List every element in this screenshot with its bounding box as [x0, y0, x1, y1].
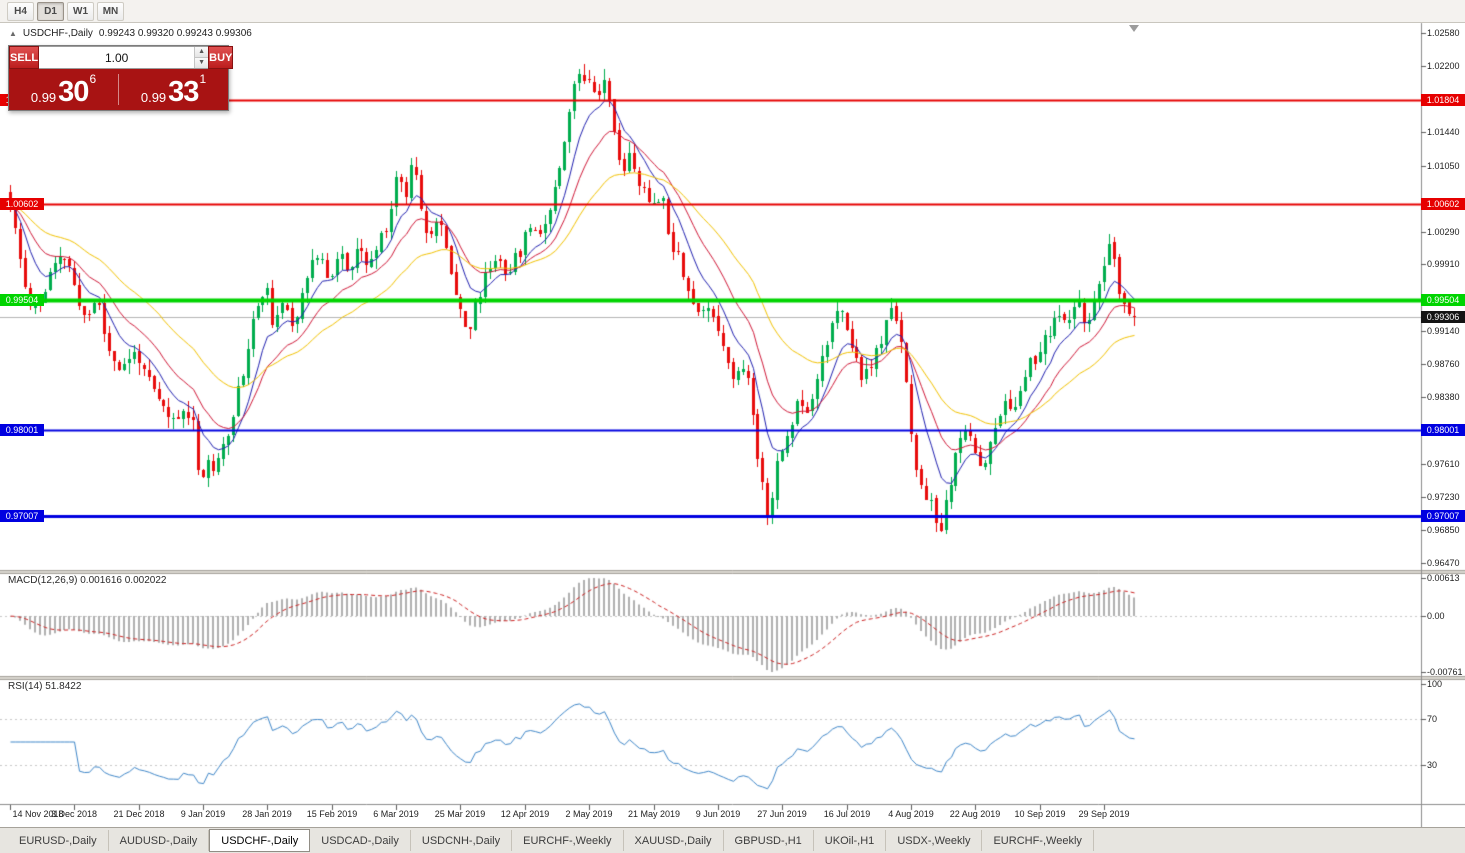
date-axis-label: 29 Sep 2019: [1078, 809, 1130, 819]
level-price-badge-left: 0.99504: [0, 293, 44, 306]
chart-tab-6[interactable]: XAUUSD-,Daily: [624, 830, 724, 851]
price-axis-label: 0.96470: [1427, 557, 1460, 568]
chart-tab-0[interactable]: EURUSD-,Daily: [8, 830, 109, 851]
chart-tab-3[interactable]: USDCAD-,Daily: [310, 830, 411, 851]
date-axis-label: 25 Mar 2019: [434, 809, 486, 819]
volume-spinner: ▲ ▼: [194, 47, 209, 68]
chart-tab-9[interactable]: USDX-,Weekly: [886, 830, 983, 851]
level-price-badge-left: 1.00602: [0, 198, 44, 211]
date-axis-label: 6 Mar 2019: [373, 809, 419, 819]
sell-button[interactable]: SELL: [9, 46, 40, 69]
sell-price-point: 6: [89, 72, 97, 86]
rsi-indicator-label: RSI(14) 51.8422: [8, 681, 81, 692]
rsi-scale-label: 30: [1427, 760, 1438, 771]
trade-panel-prices: 0.99 30 6 0.99 33 1: [9, 69, 228, 110]
rsi-scale-label: 70: [1427, 713, 1438, 724]
date-axis-label: 10 Sep 2019: [1014, 809, 1066, 819]
buy-price[interactable]: 0.99 33 1: [119, 69, 228, 110]
level-price-badge-left: 0.98001: [0, 424, 44, 437]
timeframe-toolbar: H4 D1 W1 MN: [0, 0, 1465, 23]
chart-ohlc-values: 0.99243 0.99320 0.99243 0.99306: [98, 28, 252, 39]
macd-scale-label-bottom: -0.00761: [1427, 667, 1463, 677]
date-axis-label: 21 May 2019: [627, 809, 681, 819]
chart-tab-4[interactable]: USDCNH-,Daily: [411, 830, 513, 851]
price-axis-label: 0.97610: [1427, 458, 1460, 469]
chart-header: ▲ USDCHF-,Daily 0.99243 0.99320 0.99243 …: [9, 28, 252, 39]
date-axis-label: 14 Nov 2018: [12, 809, 64, 819]
date-axis-label: 28 Jan 2019: [242, 809, 292, 819]
buy-button[interactable]: BUY: [208, 46, 234, 69]
rsi-scale-label: 100: [1427, 679, 1443, 689]
trade-panel-divider: [118, 74, 119, 105]
rsi-name: RSI(14): [8, 681, 43, 692]
level-price-badge: 0.98001: [1421, 424, 1465, 437]
buy-price-point: 1: [199, 72, 207, 86]
chart-tab-2[interactable]: USDCHF-,Daily: [209, 829, 311, 852]
date-axis-label: 21 Dec 2018: [113, 809, 165, 819]
chart-tab-8[interactable]: UKOil-,H1: [814, 830, 887, 851]
level-price-badge: 0.99504: [1421, 293, 1465, 306]
price-axis-label: 1.02580: [1427, 27, 1460, 38]
macd-values: 0.001616 0.002022: [80, 575, 167, 586]
sell-price[interactable]: 0.99 30 6: [9, 69, 118, 110]
rsi-value: 51.8422: [45, 681, 82, 692]
level-price-badge: 1.00602: [1421, 198, 1465, 211]
chart-title: USDCHF-,Daily: [22, 28, 93, 39]
price-axis-label: 0.98760: [1427, 359, 1460, 370]
sell-price-prefix: 0.99: [30, 90, 57, 105]
macd-indicator-label: MACD(12,26,9) 0.001616 0.002022: [8, 575, 166, 586]
level-price-badge: 1.01804: [1421, 94, 1465, 107]
timeframe-button-h4[interactable]: H4: [7, 1, 34, 21]
price-axis-label: 1.01440: [1427, 126, 1460, 137]
buy-price-pips: 33: [168, 76, 199, 108]
date-axis-label: 12 Apr 2019: [500, 809, 550, 819]
one-click-trade-panel: SELL ▲ ▼ BUY 0.99 30 6 0.99 33 1: [8, 45, 234, 111]
buy-price-prefix: 0.99: [140, 90, 167, 105]
volume-input[interactable]: [39, 47, 195, 68]
volume-down-icon[interactable]: ▼: [195, 58, 209, 68]
macd-scale-label-top: 0.00613: [1427, 573, 1460, 583]
price-axis-label: 0.99910: [1427, 259, 1460, 270]
date-axis-label: 9 Jun 2019: [695, 809, 741, 819]
macd-name: MACD(12,26,9): [8, 575, 78, 586]
timeframe-button-d1[interactable]: D1: [37, 1, 64, 21]
price-axis-label: 0.96850: [1427, 524, 1460, 535]
chart-tab-5[interactable]: EURCHF-,Weekly: [512, 830, 624, 851]
level-price-badge-left: 0.97007: [0, 510, 44, 523]
volume-up-icon[interactable]: ▲: [195, 47, 209, 58]
trade-panel-collapse-icon[interactable]: ▲: [9, 29, 17, 38]
chart-tab-1[interactable]: AUDUSD-,Daily: [109, 830, 210, 851]
macd-scale-label-zero: 0.00: [1427, 611, 1445, 622]
date-axis-label: 2 May 2019: [565, 809, 613, 819]
sell-price-pips: 30: [58, 76, 89, 108]
volume-field: ▲ ▼: [39, 46, 209, 69]
chart-tab-10[interactable]: EURCHF-,Weekly: [982, 830, 1094, 851]
date-axis-label: 16 Jul 2019: [823, 809, 871, 819]
date-axis-label: 15 Feb 2019: [306, 809, 358, 819]
price-axis-label: 1.02200: [1427, 60, 1460, 71]
price-axis-label: 0.99140: [1427, 326, 1460, 337]
current-price-badge: 0.99306: [1421, 310, 1465, 323]
chart-tabbar: EURUSD-,Daily AUDUSD-,Daily USDCHF-,Daily U…: [0, 827, 1465, 853]
date-axis-label: 9 Jan 2019: [180, 809, 226, 819]
chart-shift-marker-icon[interactable]: [1129, 25, 1139, 32]
date-axis-label: 4 Aug 2019: [888, 809, 934, 819]
price-axis-label: 1.01050: [1427, 160, 1460, 171]
price-axis-label: 1.00290: [1427, 226, 1460, 237]
date-axis-label: 22 Aug 2019: [949, 809, 1001, 819]
chart-tab-7[interactable]: GBPUSD-,H1: [724, 830, 814, 851]
trade-panel-controls: SELL ▲ ▼ BUY: [9, 46, 234, 69]
date-axis-label: 3 Dec 2018: [50, 809, 98, 819]
timeframe-button-w1[interactable]: W1: [67, 1, 94, 21]
price-axis-label: 0.97230: [1427, 491, 1460, 502]
date-axis-label: 27 Jun 2019: [757, 809, 807, 819]
level-price-badge: 0.97007: [1421, 510, 1465, 523]
timeframe-button-mn[interactable]: MN: [97, 1, 124, 21]
price-axis-label: 0.98380: [1427, 392, 1460, 403]
